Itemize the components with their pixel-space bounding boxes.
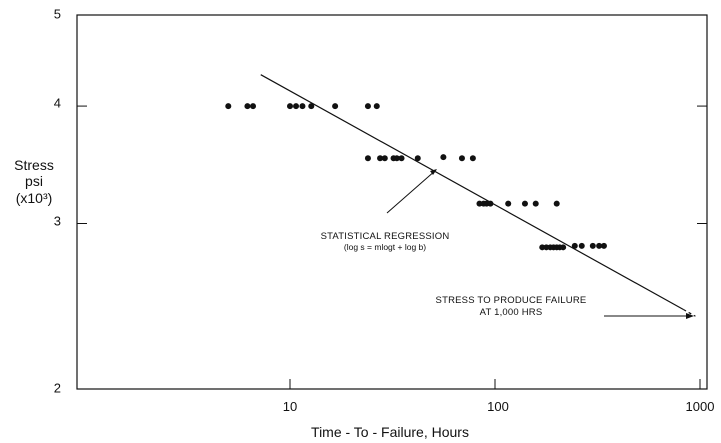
regression-line-group bbox=[260, 74, 696, 317]
data-point-38 bbox=[596, 242, 603, 249]
regression-line bbox=[260, 74, 684, 311]
data-point-6 bbox=[308, 103, 315, 110]
regression-note-line-2: (log s = mlogt + log b) bbox=[344, 242, 426, 252]
data-point-23 bbox=[487, 200, 494, 207]
failure-note-arrowhead bbox=[686, 313, 694, 319]
regression-annotation: STATISTICAL REGRESSION (log s = mlogt + … bbox=[321, 169, 450, 252]
x-tick-label-1000: 1000 bbox=[686, 399, 715, 414]
data-point-16 bbox=[414, 155, 421, 162]
y-tick-label-5: 5 bbox=[54, 6, 61, 21]
x-axis-label: Time - To - Failure, Hours bbox=[311, 424, 469, 440]
data-point-25 bbox=[521, 200, 528, 207]
data-point-3 bbox=[287, 103, 293, 110]
y-axis-ticks bbox=[77, 14, 707, 390]
y-tick-label-3: 3 bbox=[54, 213, 61, 228]
regression-note-arrowhead bbox=[430, 169, 437, 175]
y-axis-label-line-3: (x10³) bbox=[16, 190, 53, 206]
x-axis-ticks bbox=[289, 379, 701, 389]
data-point-8 bbox=[364, 103, 371, 110]
y-tick-label-2: 2 bbox=[54, 380, 61, 395]
data-point-14 bbox=[393, 155, 400, 162]
data-point-27 bbox=[553, 200, 560, 207]
y-axis-label: Stress psi (x10³) bbox=[14, 157, 54, 206]
data-point-37 bbox=[589, 242, 596, 249]
data-points bbox=[225, 103, 607, 251]
regression-line-extension bbox=[683, 308, 696, 317]
data-point-20 bbox=[476, 200, 483, 207]
failure-annotation: STRESS TO PRODUCE FAILURE AT 1,000 HRS bbox=[436, 295, 694, 319]
data-point-17 bbox=[440, 154, 447, 161]
data-point-7 bbox=[332, 103, 339, 110]
y-tick-labels: 2 3 4 5 bbox=[54, 6, 61, 395]
failure-note-line-1: STRESS TO PRODUCE FAILURE bbox=[436, 295, 587, 306]
data-point-15 bbox=[398, 155, 405, 162]
y-axis-label-line-2: psi bbox=[25, 173, 43, 189]
failure-note-line-2: AT 1,000 HRS bbox=[480, 307, 543, 318]
data-point-2 bbox=[250, 103, 257, 110]
data-point-19 bbox=[469, 155, 476, 162]
data-point-18 bbox=[458, 155, 465, 162]
data-point-9 bbox=[373, 103, 380, 110]
x-tick-label-10: 10 bbox=[283, 399, 297, 414]
data-point-39 bbox=[600, 242, 607, 249]
data-point-34 bbox=[560, 244, 567, 251]
regression-note-line-1: STATISTICAL REGRESSION bbox=[321, 231, 450, 242]
data-point-26 bbox=[532, 200, 539, 207]
data-point-4 bbox=[293, 103, 300, 110]
data-point-10 bbox=[364, 155, 371, 162]
plot-frame bbox=[76, 14, 708, 390]
x-tick-label-100: 100 bbox=[487, 399, 509, 414]
data-point-1 bbox=[244, 103, 251, 110]
x-tick-labels: 10 100 1000 bbox=[283, 399, 715, 414]
data-point-12 bbox=[381, 155, 388, 162]
data-point-0 bbox=[225, 103, 232, 110]
data-point-36 bbox=[578, 242, 585, 249]
y-tick-label-4: 4 bbox=[54, 95, 61, 110]
data-point-11 bbox=[377, 155, 384, 162]
data-point-35 bbox=[571, 242, 578, 249]
y-axis-label-line-1: Stress bbox=[14, 157, 54, 173]
data-point-5 bbox=[299, 103, 306, 110]
data-point-24 bbox=[505, 200, 512, 207]
regression-note-arrow bbox=[386, 169, 437, 214]
